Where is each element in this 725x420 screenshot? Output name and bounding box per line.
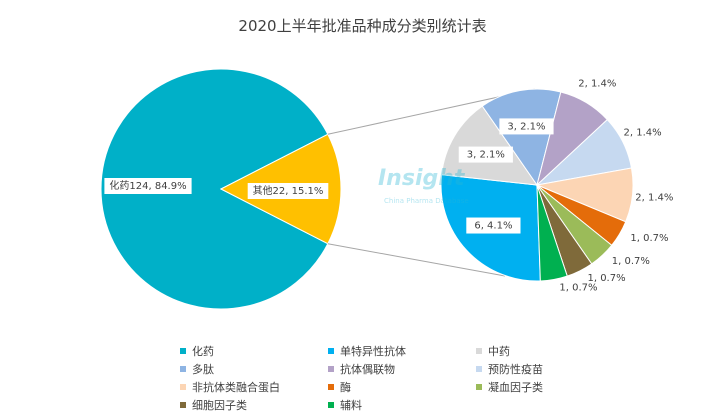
legend-item: 酶: [328, 379, 476, 395]
watermark-subtext: China Pharma Database: [384, 197, 469, 205]
legend-label: 中药: [488, 345, 510, 358]
legend-swatch: [328, 366, 334, 372]
legend-swatch: [476, 366, 482, 372]
legend-label: 多肽: [192, 363, 214, 376]
secondary-label-3: 3, 2.1%: [507, 121, 545, 132]
legend-item: 辅料: [328, 397, 476, 413]
legend-item: 化药: [180, 343, 328, 359]
legend-item: 凝血因子类: [476, 379, 624, 395]
legend-label: 化药: [192, 345, 214, 358]
main-label-huayao-box: [104, 178, 192, 194]
legend-swatch: [180, 384, 186, 390]
secondary-label-4: 2, 1.4%: [578, 79, 616, 90]
chart-title: 2020上半年批准品种成分类别统计表: [238, 17, 487, 35]
legend-item: 单特异性抗体: [328, 343, 476, 359]
legend-item: 中药: [476, 343, 624, 359]
legend-swatch: [180, 402, 186, 408]
secondary-label-8: 1, 0.7%: [612, 256, 650, 267]
legend-label: 辅料: [340, 399, 362, 412]
secondary-label-3-box: [499, 118, 554, 135]
secondary-label-7: 1, 0.7%: [630, 233, 668, 244]
legend-label: 酶: [340, 381, 351, 394]
watermark-logo: Insight: [378, 166, 465, 191]
secondary-label-1: 6, 4.1%: [474, 221, 512, 232]
secondary-slice-10: [536, 184, 568, 282]
chart-legend: 化药 单特异性抗体 中药多肽 抗体偶联物 预防性疫苗非抗体类融合蛋白 酶 凝血因子类细胞因子…: [180, 342, 700, 414]
legend-swatch: [476, 348, 482, 354]
legend-swatch: [328, 348, 334, 354]
legend-label: 细胞因子类: [192, 399, 247, 412]
secondary-label-9: 1, 0.7%: [587, 273, 625, 284]
legend-label: 非抗体类融合蛋白: [192, 381, 280, 394]
legend-item: 预防性疫苗: [476, 361, 624, 377]
legend-label: 抗体偶联物: [340, 363, 395, 376]
secondary-label-2: 3, 2.1%: [467, 150, 505, 161]
legend-swatch: [328, 402, 334, 408]
legend-swatch: [476, 384, 482, 390]
legend-item: 多肽: [180, 361, 328, 377]
main-slice-huayao: [100, 68, 329, 310]
secondary-label-5: 2, 1.4%: [623, 127, 661, 138]
legend-label: 凝血因子类: [488, 381, 543, 394]
main-label-qita: 其他22, 15.1%: [253, 184, 324, 197]
secondary-label-2-box: [458, 146, 513, 163]
legend-swatch: [328, 384, 334, 390]
legend-item: 抗体偶联物: [328, 361, 476, 377]
legend-swatch: [180, 348, 186, 354]
pie-of-pie-chart: 化药124, 84.9% 其他22, 15.1% 6, 4.1% 3, 2.1% 3, …: [100, 68, 673, 310]
secondary-label-6: 2, 1.4%: [635, 193, 673, 204]
legend-label: 单特异性抗体: [340, 345, 406, 358]
legend-row: 非抗体类融合蛋白 酶 凝血因子类: [180, 378, 700, 396]
secondary-slice-2: [441, 105, 539, 186]
legend-item: 细胞因子类: [180, 397, 328, 413]
legend-label: 预防性疫苗: [488, 363, 543, 376]
main-label-qita-box: [247, 183, 329, 199]
legend-item: 非抗体类融合蛋白: [180, 379, 328, 395]
legend-row: 细胞因子类 辅料: [180, 396, 700, 414]
legend-row: 多肽 抗体偶联物 预防性疫苗: [180, 360, 700, 378]
secondary-slice-3: [481, 88, 562, 187]
secondary-label-10: 1, 0.7%: [559, 282, 597, 293]
main-label-huayao: 化药124, 84.9%: [109, 179, 186, 192]
legend-row: 化药 单特异性抗体 中药: [180, 342, 700, 360]
legend-swatch: [180, 366, 186, 372]
connector-line-bottom: [327, 243, 506, 277]
secondary-label-1-box: [466, 217, 521, 234]
